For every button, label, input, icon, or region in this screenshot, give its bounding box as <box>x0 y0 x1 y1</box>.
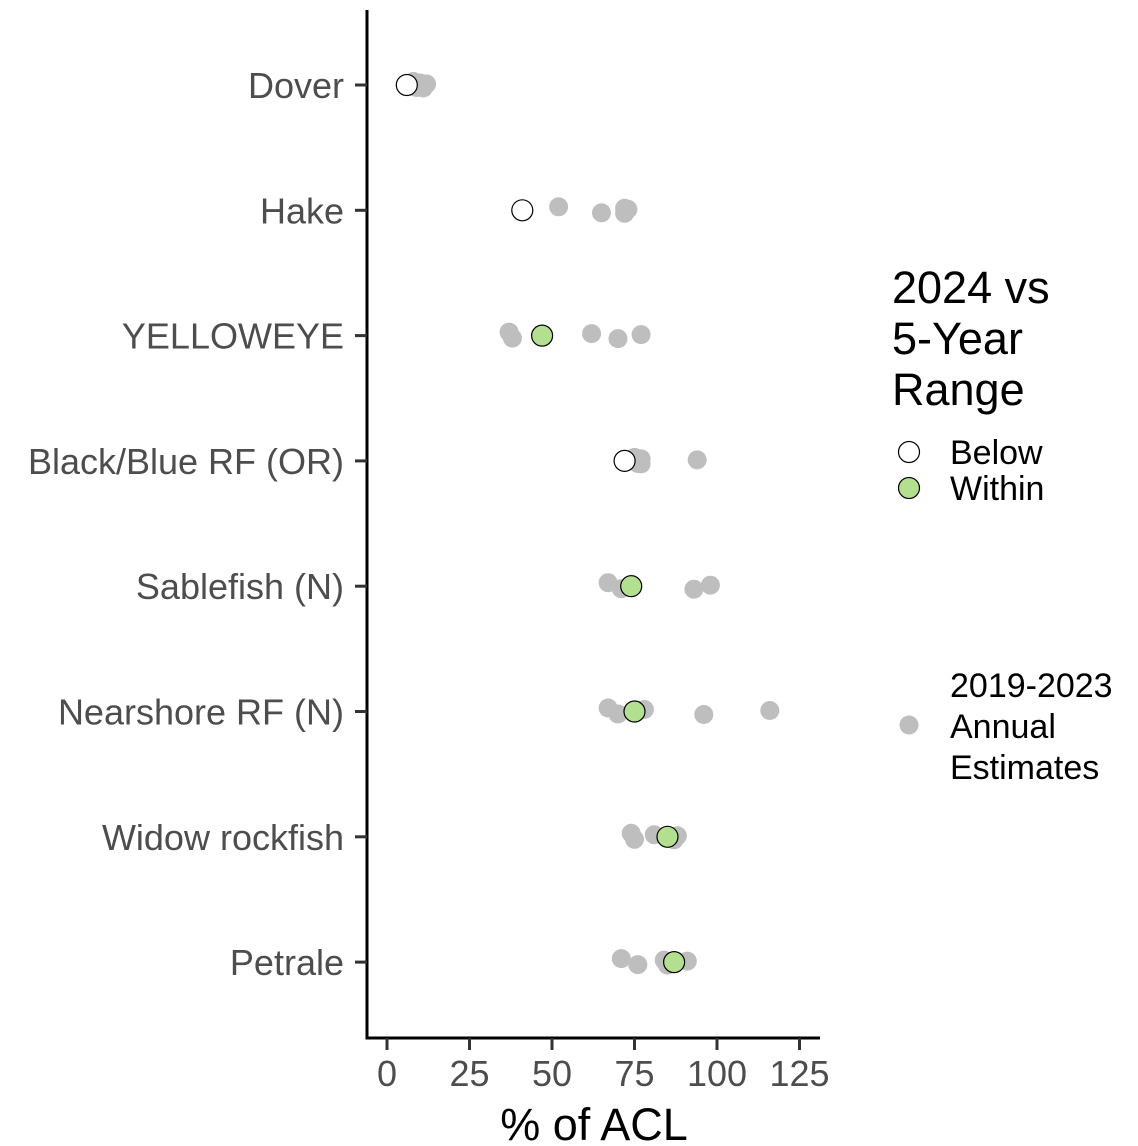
annual-estimate-point <box>760 701 780 720</box>
y-tick-label: Hake <box>260 190 344 231</box>
annual-estimate-point <box>618 199 638 219</box>
y-tick-label: Sablefish (N) <box>136 566 344 607</box>
annual-estimate-point <box>608 329 628 349</box>
annual-estimate-point <box>502 328 522 348</box>
x-axis-title: % of ACL <box>500 1099 688 1146</box>
legend-annual-label-line: Estimates <box>950 749 1099 787</box>
legend-title-line: Range <box>892 364 1025 415</box>
x-ticks: 0 25 50 75 100 125 <box>377 1038 830 1094</box>
legend-key-within <box>897 476 921 500</box>
plot-marks <box>395 72 780 975</box>
annual-estimate-point <box>700 575 720 595</box>
y-tick-label: YELLOWEYE <box>122 316 344 357</box>
annual-estimate-point <box>631 454 651 474</box>
y-tick-label: Dover <box>248 65 344 106</box>
annual-estimate-point <box>549 197 569 217</box>
axes: Dover Hake YELLOWEYE Black/Blue RF (OR) Sabl… <box>28 10 830 1146</box>
current-year-point <box>656 825 679 848</box>
y-tick-label: Nearshore RF (N) <box>58 692 344 733</box>
current-year-point <box>530 324 554 347</box>
current-year-point <box>511 199 534 222</box>
y-ticks: Dover Hake YELLOWEYE Black/Blue RF (OR) Sabl… <box>28 65 367 983</box>
annual-estimate-point <box>694 705 714 724</box>
current-year-point <box>620 575 643 598</box>
legend-label-within: Within <box>950 470 1044 508</box>
y-tick-label: Widow rockfish <box>102 817 344 858</box>
current-year-point <box>395 73 418 97</box>
y-tick-label: Black/Blue RF (OR) <box>28 441 344 482</box>
legend-annual-label-line: Annual <box>950 708 1056 746</box>
legend-key-annual-estimates <box>899 715 919 735</box>
legend-label-below: Below <box>950 434 1043 472</box>
annual-estimate-point <box>628 955 648 975</box>
x-tick-label: 25 <box>449 1053 489 1094</box>
annual-estimate-point <box>582 324 602 344</box>
legend-title-line: 2024 vs <box>892 262 1050 313</box>
x-tick-label: 125 <box>769 1053 829 1094</box>
annual-estimate-point <box>684 579 704 599</box>
legend-title-line: 5-Year <box>892 313 1023 364</box>
legend-key-below <box>897 440 921 464</box>
current-year-point <box>623 700 646 723</box>
annual-estimate-point <box>592 203 611 223</box>
annual-estimate-point <box>608 704 628 724</box>
x-tick-label: 100 <box>687 1053 747 1094</box>
current-year-point <box>613 449 636 472</box>
x-tick-label: 75 <box>614 1053 654 1094</box>
annual-estimate-point <box>611 949 631 969</box>
legend-annual-label-line: 2019-2023 <box>950 667 1113 705</box>
current-year-point <box>662 950 686 974</box>
annual-estimate-point <box>687 450 707 470</box>
x-tick-label: 0 <box>377 1053 397 1094</box>
annual-estimate-point <box>625 829 644 849</box>
annual-estimate-point <box>417 74 437 94</box>
annual-estimate-point <box>631 325 651 345</box>
y-tick-label: Petrale <box>230 942 344 983</box>
x-tick-label: 50 <box>532 1053 572 1094</box>
